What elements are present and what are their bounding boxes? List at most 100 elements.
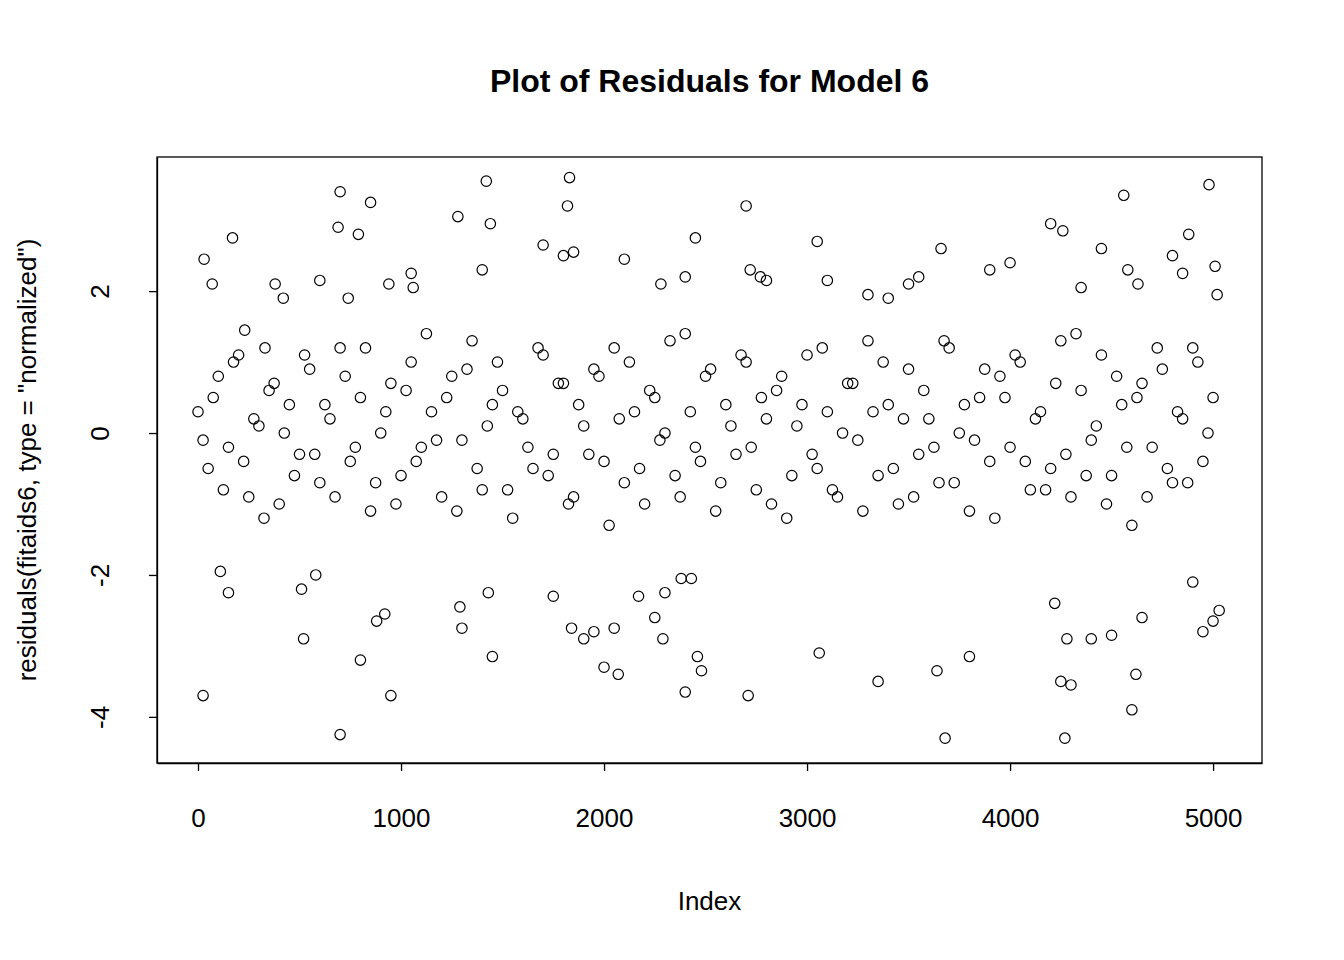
point bbox=[384, 279, 394, 289]
point bbox=[721, 399, 731, 409]
point bbox=[710, 506, 720, 516]
point bbox=[492, 357, 502, 367]
point bbox=[523, 442, 533, 452]
point bbox=[675, 492, 685, 502]
point bbox=[848, 378, 858, 388]
y-tick: -2 bbox=[85, 564, 157, 587]
point bbox=[198, 690, 208, 700]
point bbox=[908, 492, 918, 502]
point bbox=[240, 325, 250, 335]
point bbox=[949, 478, 959, 488]
point bbox=[1172, 407, 1182, 417]
point bbox=[792, 421, 802, 431]
point bbox=[278, 293, 288, 303]
x-tick: 0 bbox=[191, 763, 205, 833]
point bbox=[1066, 680, 1076, 690]
point bbox=[639, 499, 649, 509]
point bbox=[406, 357, 416, 367]
point bbox=[207, 279, 217, 289]
point bbox=[776, 371, 786, 381]
point bbox=[477, 265, 487, 275]
point bbox=[619, 254, 629, 264]
point bbox=[453, 211, 463, 221]
y-tick-label: -2 bbox=[85, 564, 115, 587]
point bbox=[1045, 463, 1055, 473]
point bbox=[985, 265, 995, 275]
point bbox=[863, 289, 873, 299]
x-tick-mark bbox=[604, 763, 605, 771]
x-tick-mark bbox=[807, 763, 808, 771]
point bbox=[645, 385, 655, 395]
point bbox=[613, 669, 623, 679]
point bbox=[932, 666, 942, 676]
point bbox=[731, 449, 741, 459]
point bbox=[1050, 598, 1060, 608]
point bbox=[629, 407, 639, 417]
point bbox=[1091, 421, 1101, 431]
point bbox=[315, 478, 325, 488]
point bbox=[741, 201, 751, 211]
point bbox=[1198, 627, 1208, 637]
point bbox=[355, 392, 365, 402]
point bbox=[1025, 485, 1035, 495]
point bbox=[1062, 634, 1072, 644]
point bbox=[330, 492, 340, 502]
point bbox=[558, 250, 568, 260]
point bbox=[1167, 478, 1177, 488]
point bbox=[1127, 705, 1137, 715]
point bbox=[304, 364, 314, 374]
point bbox=[766, 499, 776, 509]
y-axis: -4-202 bbox=[85, 158, 158, 764]
point bbox=[381, 407, 391, 417]
point bbox=[548, 591, 558, 601]
point bbox=[676, 573, 686, 583]
x-tick-label: 3000 bbox=[779, 803, 837, 833]
x-tick-label: 0 bbox=[191, 803, 205, 833]
y-tick: -4 bbox=[85, 706, 157, 729]
point bbox=[333, 222, 343, 232]
point bbox=[579, 421, 589, 431]
point bbox=[507, 513, 517, 523]
point bbox=[1188, 577, 1198, 587]
point bbox=[761, 414, 771, 424]
point bbox=[482, 421, 492, 431]
point bbox=[609, 623, 619, 633]
point bbox=[1210, 261, 1220, 271]
point bbox=[660, 428, 670, 438]
point bbox=[548, 449, 558, 459]
point bbox=[416, 442, 426, 452]
point bbox=[228, 357, 238, 367]
point bbox=[249, 414, 259, 424]
x-tick-mark bbox=[1010, 763, 1011, 771]
point bbox=[1152, 343, 1162, 353]
point bbox=[979, 364, 989, 374]
point bbox=[497, 385, 507, 395]
point bbox=[1081, 470, 1091, 480]
point bbox=[376, 428, 386, 438]
point bbox=[467, 336, 477, 346]
point bbox=[274, 499, 284, 509]
point bbox=[633, 591, 643, 601]
point bbox=[1127, 520, 1137, 530]
point bbox=[690, 233, 700, 243]
point bbox=[619, 478, 629, 488]
point bbox=[1106, 630, 1116, 640]
point bbox=[452, 506, 462, 516]
point bbox=[604, 520, 614, 530]
point bbox=[386, 378, 396, 388]
point bbox=[1066, 492, 1076, 502]
point bbox=[208, 392, 218, 402]
point bbox=[233, 350, 243, 360]
point bbox=[939, 336, 949, 346]
y-tick-mark bbox=[149, 433, 157, 434]
point bbox=[964, 651, 974, 661]
point bbox=[1117, 399, 1127, 409]
points bbox=[193, 172, 1225, 743]
title: Plot of Residuals for Model 6 bbox=[490, 63, 929, 99]
point bbox=[1035, 407, 1045, 417]
point bbox=[1000, 392, 1010, 402]
point bbox=[802, 350, 812, 360]
point bbox=[284, 399, 294, 409]
point bbox=[878, 357, 888, 367]
point bbox=[259, 513, 269, 523]
